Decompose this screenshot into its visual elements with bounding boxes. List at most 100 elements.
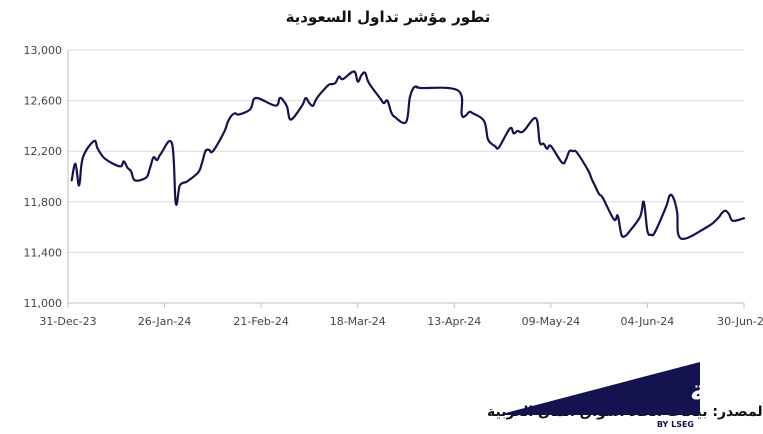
data-point: [338, 75, 340, 77]
data-point: [420, 87, 422, 89]
data-point: [134, 179, 136, 181]
data-point: [576, 151, 578, 153]
data-point: [620, 234, 622, 236]
data-point: [550, 145, 552, 147]
data-point: [602, 197, 604, 199]
data-point: [721, 212, 723, 214]
data-point: [464, 115, 466, 117]
data-point: [732, 220, 734, 222]
y-tick-label: 11,000: [24, 297, 63, 310]
x-tick-label: 04-Jun-24: [621, 315, 675, 328]
data-point: [639, 216, 641, 218]
data-point: [334, 82, 336, 84]
data-point: [249, 108, 251, 110]
data-point: [587, 169, 589, 171]
data-point: [724, 210, 726, 212]
data-point: [546, 148, 548, 150]
data-point: [331, 83, 333, 85]
data-point: [156, 159, 158, 161]
data-point: [160, 153, 162, 155]
x-tick-label: 18-Mar-24: [330, 315, 386, 328]
data-point: [394, 116, 396, 118]
x-tick-label: 26-Jan-24: [138, 315, 192, 328]
data-point: [498, 146, 500, 148]
data-point: [472, 112, 474, 114]
data-point: [171, 142, 173, 144]
data-point: [494, 145, 496, 147]
data-point: [279, 97, 281, 99]
data-point: [93, 140, 95, 142]
data-point: [308, 102, 310, 104]
data-point: [212, 150, 214, 152]
data-point: [182, 182, 184, 184]
data-point: [383, 102, 385, 104]
data-point: [542, 142, 544, 144]
data-point: [598, 193, 600, 195]
data-point: [275, 105, 277, 107]
data-point: [123, 160, 125, 162]
data-point: [613, 218, 615, 220]
data-point: [227, 121, 229, 123]
data-point: [520, 131, 522, 133]
x-axis: 31-Dec-23 26-Jan-24 21-Feb-24 18-Mar-24 13-A…: [39, 302, 763, 328]
data-point: [468, 111, 470, 113]
data-point: [591, 178, 593, 180]
data-point: [594, 185, 596, 187]
data-point: [539, 141, 541, 143]
data-point: [342, 78, 344, 80]
data-point: [360, 74, 362, 76]
data-point: [353, 70, 355, 72]
y-tick-label: 11,800: [24, 196, 63, 209]
data-point: [234, 112, 236, 114]
data-point: [256, 97, 258, 99]
data-point: [368, 82, 370, 84]
data-point: [405, 121, 407, 123]
data-point: [364, 72, 366, 74]
data-point: [290, 118, 292, 120]
x-tick-label: 31-Dec-23: [39, 315, 96, 328]
data-point: [516, 130, 518, 132]
data-point: [568, 150, 570, 152]
data-point: [204, 150, 206, 152]
data-point: [97, 148, 99, 150]
x-tick-label: 13-Apr-24: [427, 315, 481, 328]
chart-title: تطور مؤشر تداول السعودية: [286, 8, 491, 26]
data-point: [175, 202, 177, 204]
data-point: [487, 137, 489, 139]
data-point: [743, 217, 745, 219]
data-point: [728, 213, 730, 215]
series-points: [71, 70, 746, 239]
data-point: [706, 226, 708, 228]
data-point: [301, 105, 303, 107]
logo-banner-shape: [498, 362, 700, 415]
y-tick-label: 11,400: [24, 246, 63, 259]
data-point: [197, 172, 199, 174]
data-point: [104, 158, 106, 160]
x-tick-label: 30-Jun-24: [717, 315, 763, 328]
data-point: [379, 97, 381, 99]
series-line: [70, 70, 746, 241]
data-point: [524, 129, 526, 131]
data-point: [513, 132, 515, 134]
data-point: [386, 99, 388, 101]
data-point: [717, 217, 719, 219]
data-point: [483, 120, 485, 122]
data-point: [561, 161, 563, 163]
data-point: [78, 184, 80, 186]
x-tick-label: 21-Feb-24: [233, 315, 288, 328]
data-point: [572, 150, 574, 152]
data-point: [416, 86, 418, 88]
data-point: [286, 106, 288, 108]
data-point: [665, 206, 667, 208]
data-point: [186, 180, 188, 182]
data-point: [680, 237, 682, 239]
x-tick-label: 09-May-24: [522, 315, 580, 328]
data-point: [223, 131, 225, 133]
data-point: [130, 170, 132, 172]
data-point: [208, 149, 210, 151]
data-point: [178, 185, 180, 187]
data-point: [457, 89, 459, 91]
data-point: [260, 98, 262, 100]
y-tick-label: 13,000: [24, 44, 63, 57]
y-tick-label: 12,600: [24, 95, 63, 108]
